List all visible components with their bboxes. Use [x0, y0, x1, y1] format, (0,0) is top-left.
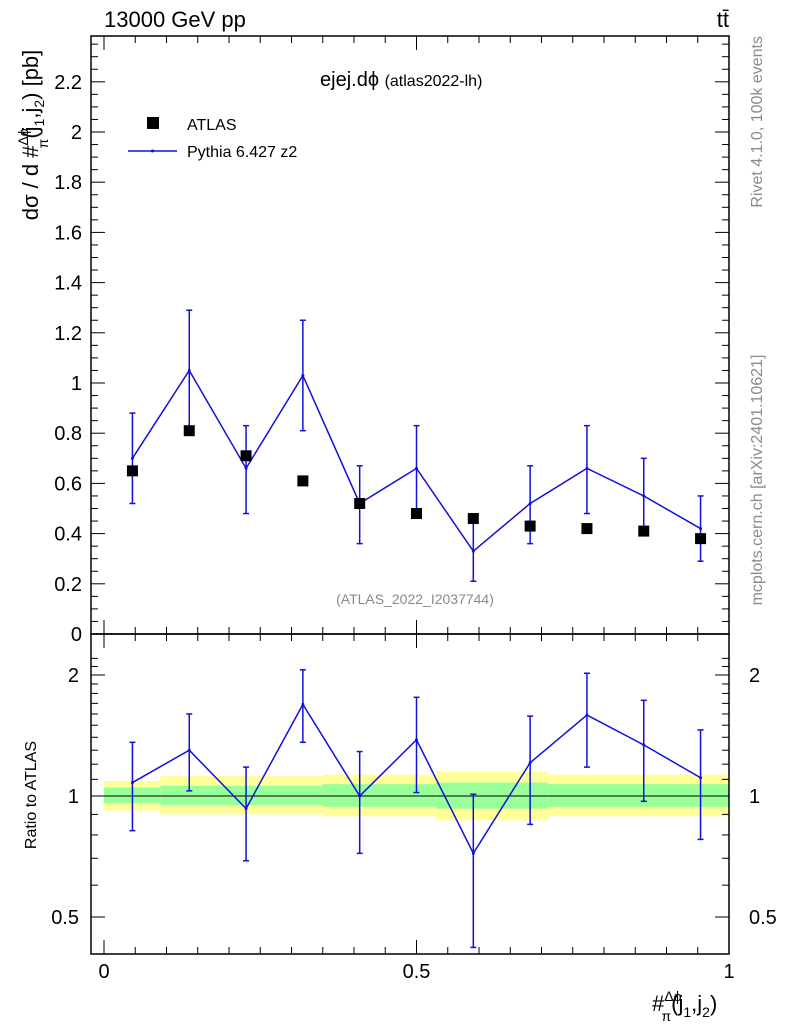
- main-title: ejej.dϕ (atlas2022-lh): [320, 69, 482, 91]
- ratio-mc-point: [471, 851, 475, 855]
- energy-label: 13000 GeV pp: [104, 7, 246, 32]
- main-ytick-label: 1.8: [54, 172, 82, 194]
- main-data-point: [354, 497, 366, 509]
- process-label: tt̄: [717, 7, 729, 32]
- main-mc-series: [129, 309, 704, 583]
- ratio-mc-point: [130, 781, 134, 785]
- analysis-id: (ATLAS_2022_I2037744): [336, 591, 494, 607]
- rivet-label: Rivet 4.1.0, 100k events: [749, 36, 766, 208]
- main-data-series: [126, 425, 707, 545]
- main-ticks: 0 0.2 0.4 0.6 0.8 1 1.2 1.4 1.6 1.8 2 2.2: [54, 36, 730, 646]
- ratio-ytick-label-right: 1: [749, 786, 760, 808]
- ratio-ytick-label: 2: [68, 665, 79, 687]
- main-ytick-label: 1.2: [54, 323, 82, 345]
- main-ytick-label: 0.6: [54, 473, 82, 495]
- ratio-band-inner: [160, 785, 323, 805]
- ratio-ytick-label: 1: [68, 786, 79, 808]
- ratio-xtick-label: 1: [723, 961, 734, 983]
- main-mc-point: [642, 494, 646, 498]
- main-data-point: [240, 450, 252, 462]
- main-mc-point: [699, 527, 703, 531]
- ratio-ytick-label: 0.5: [51, 907, 79, 929]
- ratio-panel: 0.5 0.5 1 1 2 2 0 0.5 1 Ratio to ATLAS #Δϕ π(j1,j…: [23, 633, 777, 1024]
- main-ytick-label: 0.2: [54, 574, 82, 596]
- main-ytick-label: 2: [71, 122, 82, 144]
- legend-mc-dot: [151, 149, 154, 153]
- main-data-point: [524, 520, 536, 532]
- main-mc-point: [585, 466, 589, 470]
- main-ylabel: dσ / d #Δϕ π(j1,j2) [pb]: [15, 50, 51, 221]
- legend-mc-label: Pythia 6.427 z2: [187, 144, 297, 161]
- ratio-mc-point: [528, 761, 532, 765]
- site-label: mcplots.cern.ch [arXiv:2401.10621]: [749, 355, 766, 606]
- main-data-point: [638, 525, 650, 537]
- ratio-frame: [90, 633, 730, 955]
- ratio-ticks: 0.5 0.5 1 1 2 2 0 0.5 1: [51, 634, 777, 983]
- main-ytick-label: 0: [71, 624, 82, 646]
- legend-atlas-label: ATLAS: [187, 117, 237, 134]
- ratio-mc-point: [301, 702, 305, 706]
- main-data-point: [411, 508, 422, 520]
- ratio-mc-point: [187, 748, 191, 752]
- ratio-band-inner: [547, 784, 729, 807]
- main-mc-point: [471, 549, 475, 553]
- main-data-point: [695, 533, 707, 545]
- main-data-point: [581, 523, 593, 535]
- legend-atlas-marker: [147, 117, 159, 129]
- ratio-mc-point: [699, 776, 703, 780]
- ratio-mc-series: [129, 669, 704, 949]
- ratio-xtick-label: 0.5: [403, 961, 431, 983]
- ratio-xlabel: #Δϕ π(j1,j2): [652, 988, 717, 1024]
- ratio-ylabel: Ratio to ATLAS: [23, 741, 40, 849]
- main-mc-point: [301, 373, 305, 377]
- main-mc-point: [244, 466, 248, 470]
- main-data-point: [126, 465, 138, 477]
- ratio-mc-point: [244, 807, 248, 811]
- main-ytick-label: 1.6: [54, 222, 82, 244]
- ratio-mc-point: [358, 794, 362, 798]
- main-mc-point: [528, 501, 532, 505]
- main-ytick-label: 2.2: [54, 72, 82, 94]
- ratio-xtick-label: 0: [98, 961, 109, 983]
- ratio-ytick-label-right: 2: [749, 665, 760, 687]
- ratio-mc-point: [585, 713, 589, 717]
- main-data-point: [297, 475, 309, 487]
- main-mc-point: [130, 456, 134, 460]
- main-data-point: [467, 513, 479, 525]
- main-panel: 0 0.2 0.4 0.6 0.8 1 1.2 1.4 1.6 1.8 2 2.2 ejej.dϕ (…: [15, 35, 730, 646]
- ratio-mc-point: [642, 743, 646, 747]
- main-mc-point: [187, 368, 191, 372]
- ratio-mc-point: [415, 738, 418, 742]
- main-ytick-label: 1.4: [54, 273, 82, 295]
- main-ytick-label: 0.4: [54, 524, 82, 546]
- main-data-point: [183, 425, 195, 437]
- ratio-ytick-label-right: 0.5: [749, 907, 777, 929]
- main-ytick-label: 0.8: [54, 423, 82, 445]
- ratio-band-inner: [322, 784, 436, 807]
- main-mc-point: [415, 466, 418, 470]
- main-ytick-label: 1: [71, 373, 82, 395]
